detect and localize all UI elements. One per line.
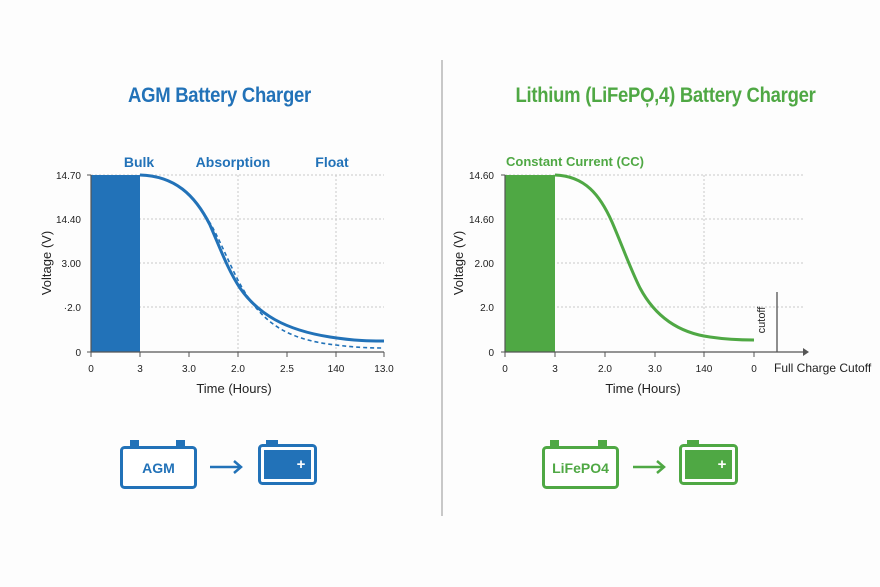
agm-battery-label: AGM [142, 460, 175, 476]
lifepo4-x-tick: 3 [552, 364, 558, 375]
phase-label-absorption: Absorption [196, 154, 271, 170]
plus-icon: + [718, 456, 727, 473]
cutoff-label: cutoff [756, 306, 768, 334]
agm-x-tick: 2.5 [280, 364, 294, 375]
arrow-right-icon [210, 460, 243, 474]
lifepo4-x-axis-title: Time (Hours) [605, 381, 680, 396]
lifepo4-y-axis-title: Voltage (V) [451, 231, 466, 295]
arrow-right-icon [633, 460, 666, 474]
agm-x-tick: 3 [137, 364, 143, 375]
agm-chart: Bulk Absorption Float [39, 154, 394, 396]
agm-x-tick: 140 [328, 364, 345, 375]
agm-y-tick: 14.40 [56, 215, 81, 226]
agm-axis-ticks [87, 174, 385, 357]
lifepo4-x-tick: 3.0 [648, 364, 662, 375]
plus-icon: + [297, 456, 306, 473]
lifepo4-panel: Lithium (LiFePO̦,4) Battery Charger Cons… [443, 0, 880, 587]
lifepo4-x-tick: 140 [696, 364, 713, 375]
bulk-region-fill [91, 175, 140, 352]
agm-y-tick: 3.00 [62, 259, 82, 270]
charged-battery-icon: + [258, 440, 317, 485]
agm-chart-title: AGM Battery Charger [128, 84, 311, 107]
lifepo4-chart: Constant Current (CC) cutoff [451, 154, 872, 396]
lifepo4-icon-row: LiFePO4 + [542, 440, 738, 489]
lifepo4-y-tick: 2.00 [475, 259, 495, 270]
agm-panel: AGM Battery Charger Bulk Absorption Floa… [39, 84, 394, 489]
lifepo4-x-tick: 2.0 [598, 364, 612, 375]
phase-label-cc: Constant Current (CC) [506, 154, 644, 169]
lifepo4-battery-label: LiFePO4 [552, 460, 609, 476]
agm-y-tick: 0 [75, 348, 81, 359]
agm-x-tick: 0 [88, 364, 94, 375]
cc-region-fill [505, 175, 555, 352]
agm-x-tick: 2.0 [231, 364, 245, 375]
agm-icon-row: AGM + [120, 440, 317, 489]
phase-label-float: Float [315, 154, 349, 170]
lifepo4-y-tick: 14.60 [469, 215, 494, 226]
agm-voltage-curve [139, 173, 385, 343]
lifepo4-y-tick: 2.0 [480, 303, 494, 314]
panel-divider [441, 60, 443, 516]
x-axis-arrow-icon [803, 348, 809, 356]
lifepo4-y-tick: 14.60 [469, 171, 494, 182]
agm-y-tick: 14.70 [56, 171, 81, 182]
lifepo4-chart-title: Lithium (LiFePO̦,4) Battery Charger [515, 84, 816, 107]
agm-x-tick: 13.0 [374, 364, 394, 375]
lifepo4-axis-ticks [501, 174, 755, 357]
phase-label-bulk: Bulk [124, 154, 155, 170]
agm-dashed-curve [204, 214, 385, 349]
agm-battery-icon: AGM [120, 440, 197, 489]
agm-x-axis-title: Time (Hours) [196, 381, 271, 396]
charged-battery-icon: + [679, 440, 738, 485]
agm-y-tick: ·2.0 [64, 303, 82, 314]
lifepo4-battery-icon: LiFePO4 [542, 440, 619, 489]
agm-y-axis-title: Voltage (V) [39, 231, 54, 295]
lifepo4-y-tick: 0 [488, 348, 494, 359]
lifepo4-voltage-curve [554, 173, 755, 342]
agm-x-tick: 3.0 [182, 364, 196, 375]
full-charge-cutoff-label: Full Charge Cutoff [774, 361, 872, 375]
lifepo4-x-tick: 0 [751, 364, 757, 375]
lifepo4-x-tick: 0 [502, 364, 508, 375]
